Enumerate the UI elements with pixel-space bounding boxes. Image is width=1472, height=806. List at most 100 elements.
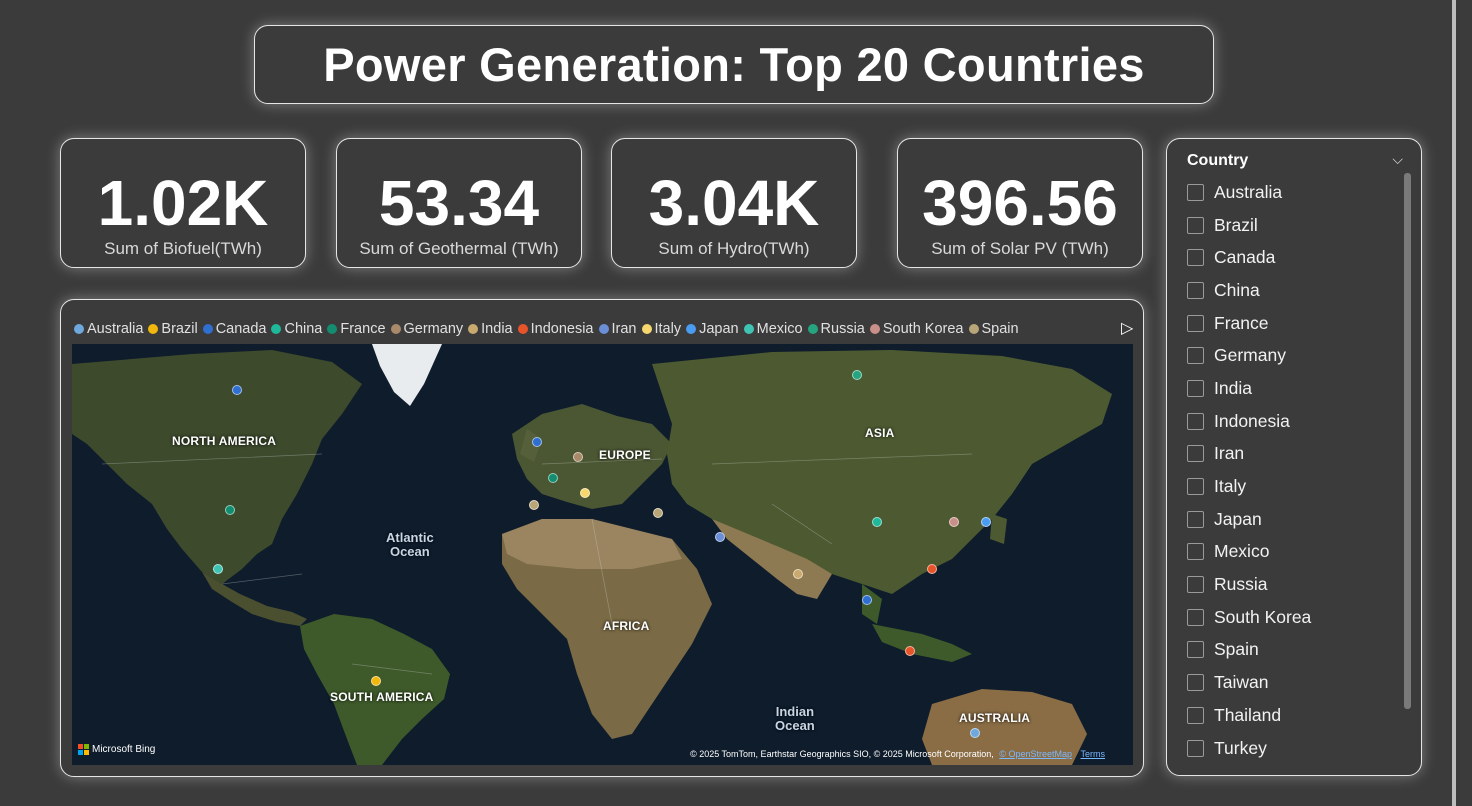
- legend-dot-icon: [598, 324, 609, 334]
- legend-dot-icon: [74, 324, 84, 334]
- slicer-item[interactable]: China: [1187, 274, 1311, 307]
- map-marker-iran[interactable]: [715, 532, 725, 542]
- legend-label: Russia: [820, 321, 865, 337]
- legend-item[interactable]: South Korea: [869, 321, 964, 337]
- checkbox[interactable]: [1187, 641, 1204, 659]
- legend-item[interactable]: India: [468, 321, 513, 337]
- map-marker-indonesia[interactable]: [905, 646, 915, 656]
- checkbox[interactable]: [1187, 576, 1204, 594]
- checkbox[interactable]: [1187, 183, 1204, 201]
- slicer-item[interactable]: France: [1187, 307, 1311, 340]
- slicer-item-label: Japan: [1214, 508, 1262, 529]
- kpi-card-hydro: 3.04K Sum of Hydro(TWh): [611, 138, 857, 268]
- slicer-item-label: China: [1214, 279, 1260, 300]
- checkbox[interactable]: [1187, 510, 1204, 528]
- map-marker-canada[interactable]: [232, 385, 242, 395]
- legend-item[interactable]: Italy: [641, 321, 681, 337]
- map-marker-taiwan[interactable]: [927, 564, 937, 574]
- map-marker-uk[interactable]: [532, 437, 542, 447]
- legend-label: Australia: [87, 321, 144, 337]
- map-marker-spain[interactable]: [529, 500, 539, 510]
- slicer-item[interactable]: Spain: [1187, 634, 1311, 667]
- checkbox[interactable]: [1187, 445, 1204, 463]
- map-marker-germany[interactable]: [573, 452, 583, 462]
- map-marker-italy[interactable]: [580, 488, 590, 498]
- world-map[interactable]: NORTH AMERICA SOUTH AMERICA EUROPE AFRIC…: [72, 344, 1133, 765]
- slicer-item[interactable]: Iran: [1187, 438, 1311, 471]
- map-marker-south-korea[interactable]: [949, 517, 959, 527]
- checkbox[interactable]: [1187, 674, 1204, 692]
- map-marker-japan[interactable]: [981, 517, 991, 527]
- slicer-header: Country: [1187, 152, 1249, 169]
- slicer-item[interactable]: Mexico: [1187, 536, 1311, 569]
- slicer-item[interactable]: Japan: [1187, 503, 1311, 536]
- slicer-item[interactable]: Thailand: [1187, 699, 1311, 732]
- slicer-item[interactable]: Turkey: [1187, 732, 1311, 765]
- continent-label-south-america: SOUTH AMERICA: [330, 690, 434, 704]
- legend-item[interactable]: Japan: [686, 321, 739, 337]
- checkbox[interactable]: [1187, 216, 1204, 234]
- legend-item[interactable]: Australia: [74, 321, 143, 337]
- checkbox[interactable]: [1187, 543, 1204, 561]
- checkbox[interactable]: [1187, 478, 1204, 496]
- page-edge-bar: [1452, 0, 1456, 806]
- checkbox[interactable]: [1187, 608, 1204, 626]
- openstreetmap-link[interactable]: © OpenStreetMap: [999, 749, 1072, 759]
- legend-dot-icon: [686, 324, 697, 334]
- map-marker-australia[interactable]: [970, 728, 980, 738]
- legend-label: India: [481, 321, 513, 337]
- checkbox[interactable]: [1187, 706, 1204, 724]
- slicer-item[interactable]: Italy: [1187, 470, 1311, 503]
- chevron-down-icon[interactable]: ⌵: [1392, 151, 1403, 167]
- map-marker-france[interactable]: [548, 473, 558, 483]
- map-marker-brazil[interactable]: [371, 676, 381, 686]
- kpi-value: 1.02K: [97, 167, 269, 239]
- checkbox[interactable]: [1187, 347, 1204, 365]
- legend-item[interactable]: Indonesia: [517, 321, 594, 337]
- slicer-item[interactable]: South Korea: [1187, 601, 1311, 634]
- legend-item[interactable]: Spain: [968, 321, 1019, 337]
- legend-item[interactable]: China: [271, 321, 322, 337]
- checkbox[interactable]: [1187, 281, 1204, 299]
- map-marker-united-states[interactable]: [225, 505, 235, 515]
- kpi-label: Sum of Biofuel(TWh): [104, 239, 262, 258]
- slicer-item[interactable]: India: [1187, 372, 1311, 405]
- map-marker-india[interactable]: [793, 569, 803, 579]
- legend-item[interactable]: Brazil: [148, 321, 198, 337]
- legend-dot-icon: [869, 324, 880, 334]
- slicer-scrollbar[interactable]: [1404, 173, 1411, 709]
- map-marker-turkey[interactable]: [653, 508, 663, 518]
- slicer-item[interactable]: Indonesia: [1187, 405, 1311, 438]
- legend-next-button[interactable]: ▷: [1121, 318, 1133, 338]
- slicer-item[interactable]: Canada: [1187, 241, 1311, 274]
- slicer-item-label: Russia: [1214, 574, 1268, 595]
- checkbox[interactable]: [1187, 249, 1204, 267]
- slicer-item[interactable]: Brazil: [1187, 209, 1311, 242]
- map-marker-china[interactable]: [872, 517, 882, 527]
- legend-item[interactable]: Iran: [598, 321, 637, 337]
- checkbox[interactable]: [1187, 379, 1204, 397]
- checkbox[interactable]: [1187, 412, 1204, 430]
- map-marker-thailand[interactable]: [862, 595, 872, 605]
- legend-dot-icon: [641, 324, 652, 334]
- kpi-card-solar-pv: 396.56 Sum of Solar PV (TWh): [897, 138, 1143, 268]
- slicer-item[interactable]: Australia: [1187, 176, 1311, 209]
- legend-item[interactable]: Mexico: [743, 321, 803, 337]
- legend-label: Germany: [403, 321, 464, 337]
- title-card: Power Generation: Top 20 Countries: [254, 25, 1214, 104]
- map-marker-russia[interactable]: [852, 370, 862, 380]
- legend-item[interactable]: Germany: [390, 321, 464, 337]
- checkbox[interactable]: [1187, 739, 1204, 757]
- map-marker-mexico[interactable]: [213, 564, 223, 574]
- legend-item[interactable]: Russia: [807, 321, 865, 337]
- slicer-item[interactable]: Taiwan: [1187, 666, 1311, 699]
- legend-item[interactable]: France: [327, 321, 386, 337]
- checkbox[interactable]: [1187, 314, 1204, 332]
- slicer-item[interactable]: Russia: [1187, 568, 1311, 601]
- continent-label-asia: ASIA: [865, 426, 895, 440]
- terms-link[interactable]: Terms: [1080, 749, 1106, 759]
- legend-item[interactable]: Canada: [202, 321, 266, 337]
- slicer-item[interactable]: Germany: [1187, 339, 1311, 372]
- legend-label: China: [284, 321, 323, 337]
- legend-dot-icon: [468, 324, 479, 334]
